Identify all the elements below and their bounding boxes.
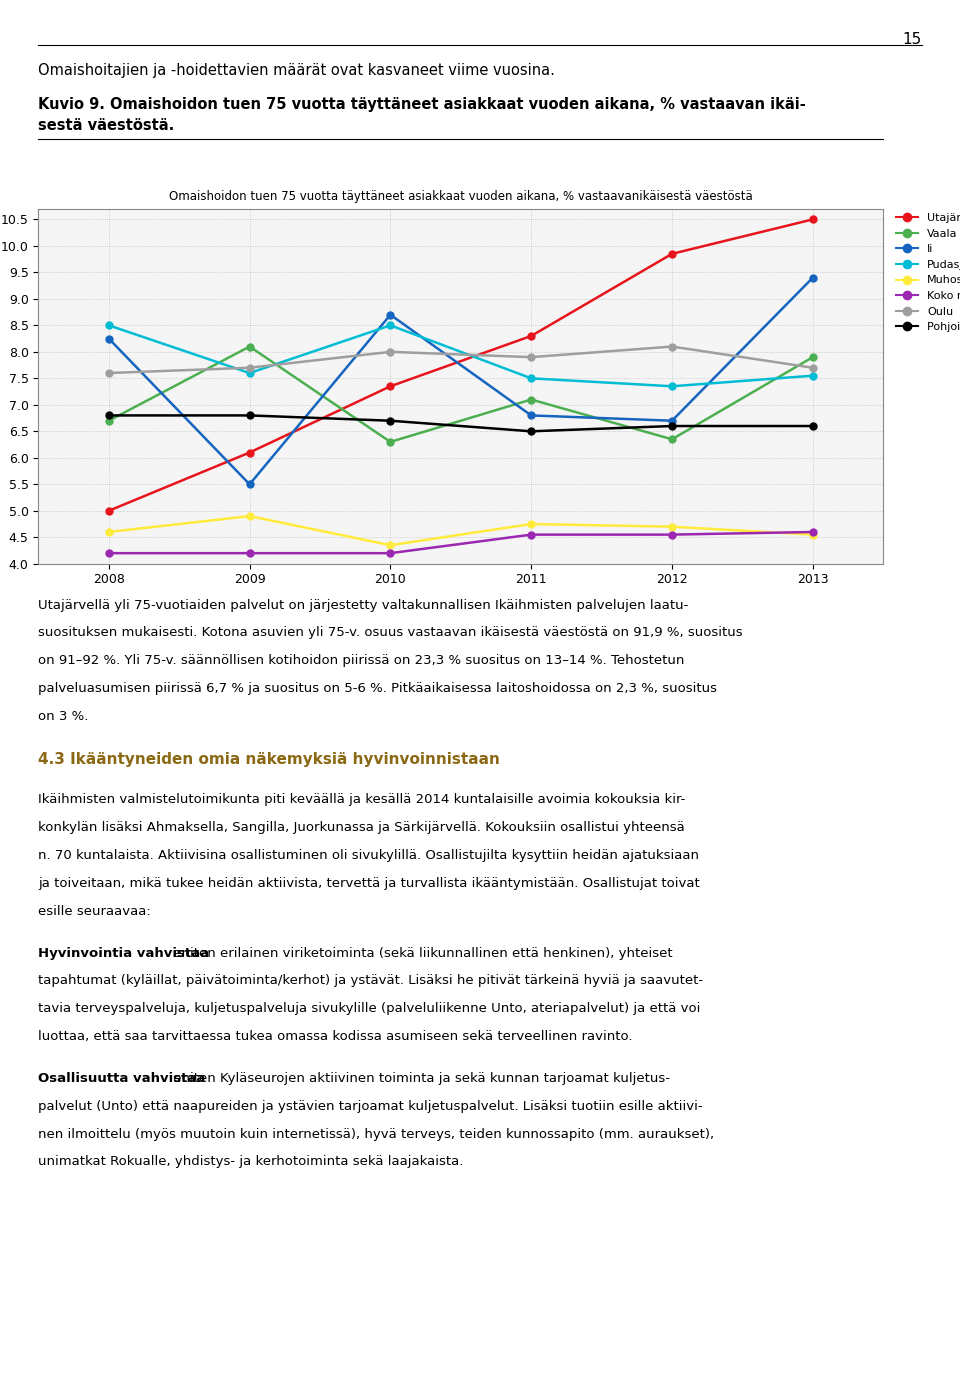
Text: palvelut (Unto) että naapureiden ja ystävien tarjoamat kuljetuspalvelut. Lisäksi: palvelut (Unto) että naapureiden ja ystä… [38, 1100, 703, 1112]
Text: palveluasumisen piirissä 6,7 % ja suositus on 5-6 %. Pitkäaikaisessa laitoshoido: palveluasumisen piirissä 6,7 % ja suosit… [38, 682, 717, 695]
Text: on 91–92 %. Yli 75-v. säännöllisen kotihoidon piirissä on 23,3 % suositus on 13–: on 91–92 %. Yli 75-v. säännöllisen kotih… [38, 654, 684, 667]
Text: 15: 15 [902, 32, 922, 47]
Text: 4.3 Ikääntyneiden omia näkemyksiä hyvinvoinnistaan: 4.3 Ikääntyneiden omia näkemyksiä hyvinv… [38, 752, 500, 767]
Text: on 3 %.: on 3 %. [38, 710, 88, 722]
Text: n. 70 kuntalaista. Aktiivisina osallistuminen oli sivukylillä. Osallistujilta ky: n. 70 kuntalaista. Aktiivisina osallistu… [38, 849, 700, 862]
Text: nen ilmoittelu (myös muutoin kuin internetissä), hyvä terveys, teiden kunnossapi: nen ilmoittelu (myös muutoin kuin intern… [38, 1128, 714, 1140]
Legend: Utajärvi, Vaala, Ii, Pudasjärvi, Muhos, Koko maa, Oulu, Pohjois-Pohjanmaan saira: Utajärvi, Vaala, Ii, Pudasjärvi, Muhos, … [892, 209, 960, 337]
Title: Omaishoidon tuen 75 vuotta täyttäneet asiakkaat vuoden aikana, % vastaavanikäise: Omaishoidon tuen 75 vuotta täyttäneet as… [169, 191, 753, 203]
Text: luottaa, että saa tarvittaessa tukea omassa kodissa asumiseen sekä terveellinen : luottaa, että saa tarvittaessa tukea oma… [38, 1030, 633, 1043]
Text: tavia terveyspalveluja, kuljetuspalveluja sivukylille (palveluliikenne Unto, ate: tavia terveyspalveluja, kuljetuspalveluj… [38, 1002, 701, 1015]
Text: eniten Kyläseurojen aktiivinen toiminta ja sekä kunnan tarjoamat kuljetus-: eniten Kyläseurojen aktiivinen toiminta … [169, 1072, 670, 1084]
Text: eniten erilainen viriketoiminta (sekä liikunnallinen että henkinen), yhteiset: eniten erilainen viriketoiminta (sekä li… [169, 947, 673, 959]
Text: Kuvio 9. Omaishoidon tuen 75 vuotta täyttäneet asiakkaat vuoden aikana, % vastaa: Kuvio 9. Omaishoidon tuen 75 vuotta täyt… [38, 97, 806, 113]
Text: sestä väestöstä.: sestä väestöstä. [38, 118, 175, 134]
Text: Hyvinvointia vahvistaa: Hyvinvointia vahvistaa [38, 947, 209, 959]
Text: Utajärvellä yli 75-vuotiaiden palvelut on järjestetty valtakunnallisen Ikäihmist: Utajärvellä yli 75-vuotiaiden palvelut o… [38, 599, 688, 611]
Text: Osallisuutta vahvistaa: Osallisuutta vahvistaa [38, 1072, 205, 1084]
Text: unimatkat Rokualle, yhdistys- ja kerhotoiminta sekä laajakaista.: unimatkat Rokualle, yhdistys- ja kerhoto… [38, 1155, 464, 1168]
Text: ja toiveitaan, mikä tukee heidän aktiivista, tervettä ja turvallista ikääntymist: ja toiveitaan, mikä tukee heidän aktiivi… [38, 877, 700, 889]
Text: Ikäihmisten valmistelutoimikunta piti keväällä ja kesällä 2014 kuntalaisille avo: Ikäihmisten valmistelutoimikunta piti ke… [38, 793, 685, 806]
Text: suosituksen mukaisesti. Kotona asuvien yli 75-v. osuus vastaavan ikäisestä väest: suosituksen mukaisesti. Kotona asuvien y… [38, 626, 743, 639]
Text: esille seuraavaa:: esille seuraavaa: [38, 905, 151, 917]
Text: tapahtumat (kyläillat, päivätoiminta/kerhot) ja ystävät. Lisäksi he pitivät tärk: tapahtumat (kyläillat, päivätoiminta/ker… [38, 974, 704, 987]
Text: konkylän lisäksi Ahmaksella, Sangilla, Juorkunassa ja Särkijärvellä. Kokouksiin : konkylän lisäksi Ahmaksella, Sangilla, J… [38, 821, 685, 834]
Text: Omaishoitajien ja -hoidettavien määrät ovat kasvaneet viime vuosina.: Omaishoitajien ja -hoidettavien määrät o… [38, 63, 555, 78]
